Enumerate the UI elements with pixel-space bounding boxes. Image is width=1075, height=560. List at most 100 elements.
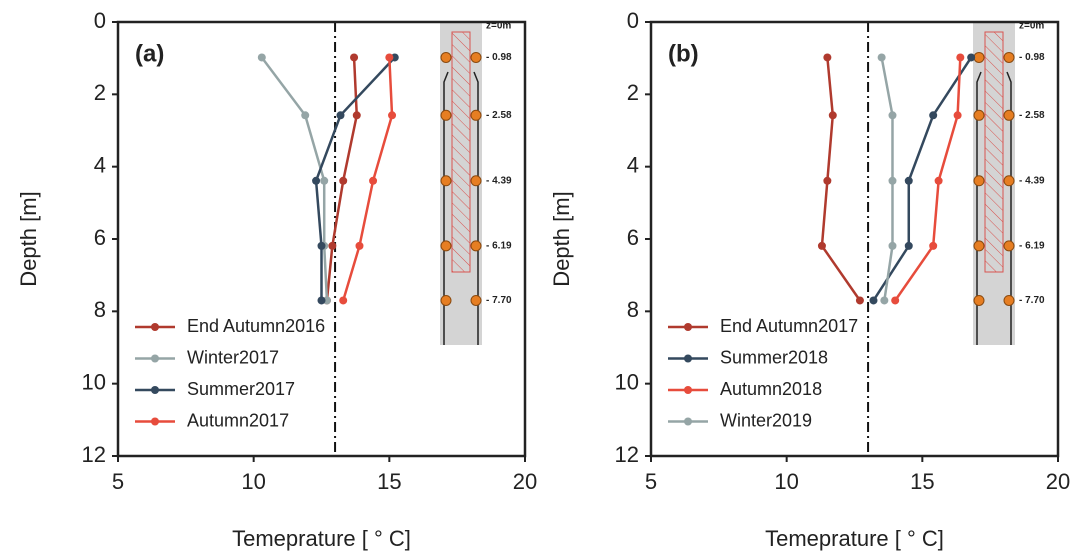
y-tick-label: 4 bbox=[94, 152, 106, 177]
data-point bbox=[891, 296, 900, 305]
sensor-dot bbox=[973, 109, 985, 121]
inset-depth-label: - 0.98 bbox=[486, 52, 512, 63]
x-tick-label: 10 bbox=[774, 469, 798, 494]
data-point bbox=[956, 53, 965, 62]
y-tick-label: 2 bbox=[627, 80, 639, 105]
inset-depth-label: - 2.58 bbox=[1019, 110, 1045, 121]
data-point bbox=[888, 176, 897, 185]
axes-frame bbox=[649, 20, 1060, 458]
data-point bbox=[317, 241, 326, 250]
y-tick-label: 0 bbox=[94, 8, 106, 33]
sensor-dot bbox=[440, 51, 452, 63]
y-tick-label: 6 bbox=[627, 225, 639, 250]
y-tick-label: 12 bbox=[615, 442, 639, 467]
x-tick-label: 5 bbox=[645, 469, 657, 494]
sensor-dot bbox=[440, 240, 452, 252]
legend-label: Winter2019 bbox=[720, 410, 812, 430]
data-point bbox=[877, 53, 886, 62]
legend-label: End Autumn2017 bbox=[720, 316, 858, 336]
data-point bbox=[817, 241, 826, 250]
data-point bbox=[388, 111, 397, 120]
sensor-dot bbox=[973, 175, 985, 187]
data-point bbox=[929, 241, 938, 250]
legend-label: Summer2018 bbox=[720, 347, 828, 367]
data-point bbox=[339, 176, 348, 185]
sensor-dot bbox=[1003, 175, 1015, 187]
panel-label: (a) bbox=[135, 40, 164, 67]
legend-marker bbox=[151, 323, 159, 331]
legend-marker bbox=[151, 386, 159, 394]
y-tick-label: 12 bbox=[82, 442, 106, 467]
sensor-dot bbox=[1003, 294, 1015, 306]
data-point bbox=[904, 176, 913, 185]
data-point bbox=[929, 111, 938, 120]
data-point bbox=[869, 296, 878, 305]
data-point bbox=[385, 53, 394, 62]
y-tick-label: 10 bbox=[82, 369, 106, 394]
x-axis-label: Temeprature [ ° C] bbox=[765, 526, 944, 551]
data-point bbox=[967, 53, 976, 62]
data-point bbox=[953, 111, 962, 120]
inset-depth-label: - 7.70 bbox=[486, 295, 512, 306]
data-point bbox=[336, 111, 345, 120]
y-axis-label: Depth [m] bbox=[16, 191, 41, 286]
legend-marker bbox=[684, 354, 692, 363]
x-tick-label: 15 bbox=[910, 469, 934, 494]
inset-label: z=0m bbox=[486, 21, 511, 32]
data-point bbox=[320, 176, 329, 185]
y-tick-label: 6 bbox=[94, 225, 106, 250]
sensor-dot bbox=[440, 109, 452, 121]
x-tick-label: 15 bbox=[377, 469, 401, 494]
legend-label: Summer2017 bbox=[187, 379, 295, 399]
sensor-dot bbox=[1003, 240, 1015, 252]
sensor-dot bbox=[470, 294, 482, 306]
series-line bbox=[342, 57, 394, 301]
data-point bbox=[350, 53, 359, 62]
sensor-dot bbox=[470, 240, 482, 252]
data-point bbox=[257, 53, 266, 62]
sensor-dot bbox=[1003, 51, 1015, 63]
data-point bbox=[312, 176, 321, 185]
y-tick-label: 0 bbox=[627, 8, 639, 33]
inset-depth-label: - 6.19 bbox=[1019, 241, 1045, 252]
y-tick-label: 2 bbox=[94, 80, 106, 105]
data-point bbox=[888, 111, 897, 120]
legend-marker bbox=[151, 354, 159, 363]
data-point bbox=[339, 296, 348, 305]
inset-label: z=0m bbox=[1019, 21, 1044, 32]
inset-depth-label: - 2.58 bbox=[486, 110, 512, 121]
sensor-dot bbox=[973, 240, 985, 252]
axes-frame bbox=[116, 20, 527, 458]
data-point bbox=[934, 176, 943, 185]
data-point bbox=[355, 241, 364, 250]
series-line bbox=[894, 57, 962, 302]
sensor-dot bbox=[973, 51, 985, 63]
sensor-dot bbox=[470, 109, 482, 121]
inset-depth-label: - 6.19 bbox=[486, 241, 512, 252]
data-point bbox=[369, 176, 378, 185]
x-tick-label: 5 bbox=[112, 469, 124, 494]
inset-depth-label: - 0.98 bbox=[1019, 52, 1045, 63]
legend-marker bbox=[151, 417, 159, 426]
inset-hatch bbox=[451, 31, 471, 273]
data-point bbox=[880, 296, 889, 305]
legend-marker bbox=[684, 386, 692, 394]
data-point bbox=[823, 53, 832, 62]
panel-label: (b) bbox=[668, 40, 699, 67]
legend: End Autumn2016 Winter2017 Summer2017 Autumn… bbox=[135, 316, 325, 430]
data-point bbox=[352, 111, 361, 120]
y-tick-label: 8 bbox=[627, 297, 639, 322]
data-point bbox=[301, 111, 310, 120]
x-tick-label: 10 bbox=[241, 469, 265, 494]
x-axis-label: Temeprature [ ° C] bbox=[232, 526, 411, 551]
y-tick-label: 8 bbox=[94, 297, 106, 322]
x-tick-label: 20 bbox=[513, 469, 537, 494]
data-point bbox=[317, 296, 326, 305]
data-point bbox=[828, 111, 837, 120]
sensor-dot bbox=[470, 175, 482, 187]
legend-label: Autumn2017 bbox=[187, 410, 289, 430]
inset-depth-label: - 4.39 bbox=[486, 175, 512, 186]
y-axis-label: Depth [m] bbox=[549, 191, 574, 286]
data-point bbox=[855, 296, 864, 305]
